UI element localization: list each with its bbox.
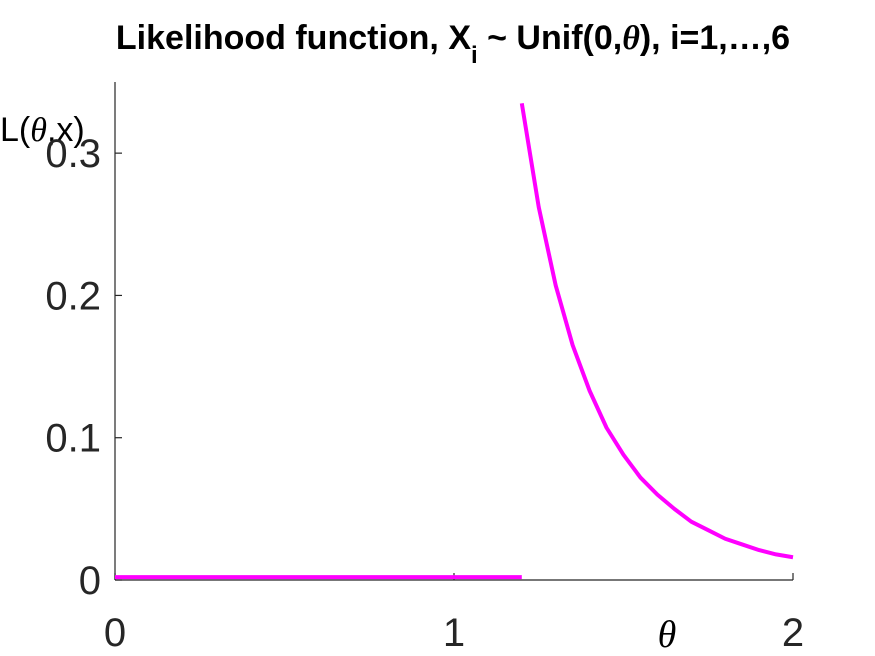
title-subscript: i [471, 42, 478, 69]
y-ticks: 0 0.1 0.2 0.3 [45, 132, 122, 603]
title-prefix: Likelihood function, X [116, 19, 471, 57]
y-tick-label: 0 [79, 559, 101, 603]
x-tick-label: 2 [782, 611, 804, 655]
x-axis-label: θ [658, 614, 677, 656]
title-middle: ~ Unif(0, [478, 19, 623, 57]
ylabel-prefix: L( [0, 111, 31, 149]
series-layer [115, 103, 794, 580]
x-tick-label: 1 [443, 611, 465, 655]
x-tick-label: 0 [104, 611, 126, 655]
chart-title: Likelihood function, Xi ~ Unif(0,θ), i=1… [116, 19, 790, 69]
title-theta: θ [622, 20, 640, 57]
ylabel-suffix: ,x) [47, 111, 85, 149]
y-tick-label: 0.1 [45, 417, 101, 461]
y-tick-label: 0.2 [45, 274, 101, 318]
series-line-segment-2 [519, 103, 794, 560]
y-tick-label: 0.3 [45, 132, 101, 176]
title-suffix: ), i=1,…,6 [640, 19, 790, 57]
y-axis-label: L(θ,x) [0, 111, 85, 149]
ylabel-theta: θ [30, 112, 47, 149]
x-ticks: 0 1 2 [104, 573, 804, 655]
